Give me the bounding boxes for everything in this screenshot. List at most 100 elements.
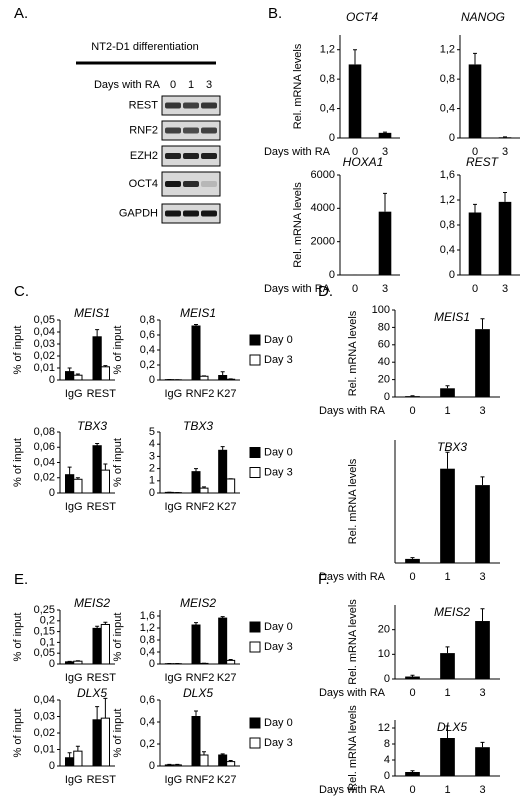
y-tick-label: 0 [384,770,390,782]
error-bar [95,442,100,446]
y-tick-label: 0 [449,132,455,144]
x-tick-label: REST [87,388,117,400]
error-bar [103,621,108,625]
bar [164,764,174,767]
error-bar [445,725,450,738]
y-axis-label: Rel. mRNA levels [347,705,359,791]
blot-band [165,127,181,134]
x-tick-label: K27 [217,388,237,400]
x-axis-label: Days with RA [319,405,386,417]
y-tick-label: 1,6 [140,610,155,622]
blot-protein: EZH2 [130,150,158,162]
y-axis-label: % of input [112,709,124,758]
x-tick-label: RNF2 [186,774,215,786]
bar [218,754,228,767]
bar [92,627,102,665]
y-axis-label: % of input [12,709,24,758]
x-tick-label: 0 [352,283,358,295]
x-tick-label: IgG [164,774,182,786]
x-tick-label: 1 [444,405,450,417]
y-tick-label: 1,6 [440,169,455,181]
error-bar [75,373,80,376]
y-tick-label: 0,2 [40,615,55,627]
y-tick-label: 0,03 [34,338,55,350]
x-tick-label: REST [87,672,117,684]
error-bar [194,324,198,326]
x-tick-label: 0 [409,571,415,583]
y-tick-label: 0,4 [140,646,155,658]
chart-title: MEIS2 [434,605,470,619]
blot-band [201,210,217,217]
x-tick-label: REST [87,774,117,786]
blot-protein: OCT4 [129,178,158,190]
y-tick-label: 8 [384,738,390,750]
x-tick-label: REST [87,501,117,513]
x-tick-label: RNF2 [186,388,215,400]
y-tick-label: 1,2 [440,194,455,206]
blot-band [183,181,199,187]
bar [65,661,75,665]
x-tick-label: K27 [217,501,237,513]
y-tick-label: 80 [378,321,390,333]
y-tick-label: 0,04 [34,326,55,338]
blot-title: NT2-D1 differentiation [91,41,198,53]
y-tick-label: 3 [149,450,155,462]
y-tick-label: 40 [378,356,390,368]
y-tick-label: 0,04 [34,456,55,468]
error-bar [194,468,198,472]
chart-title: MEIS1 [180,306,216,320]
x-tick-label: IgG [65,672,83,684]
error-bar [410,557,415,559]
blot-day: 1 [188,79,194,91]
bar [73,478,83,494]
panel-label: A. [14,5,28,22]
bar [440,468,455,563]
y-axis-label: % of input [12,438,24,487]
bar [405,772,420,776]
legend-label: Day 0 [264,717,293,729]
x-tick-label: RNF2 [186,672,215,684]
blot-band [183,153,199,159]
bar [199,487,209,494]
y-axis-label: % of input [112,438,124,487]
x-tick-label: IgG [65,774,83,786]
y-tick-label: 0,02 [34,350,55,362]
error-bar [228,659,233,661]
y-tick-label: 20 [378,624,390,636]
blot-band [165,210,181,217]
chart-title: TBX3 [437,440,467,454]
panel-label: E. [14,571,28,588]
x-tick-label: 0 [472,146,478,158]
x-axis-label: Days with RA [319,571,386,583]
blot-band [165,181,181,187]
bar [73,660,83,665]
y-tick-label: 0 [49,760,55,772]
bar [226,761,236,767]
y-tick-label: 0,8 [320,73,335,85]
blot-protein: GAPDH [119,207,158,219]
error-bar [473,52,477,65]
y-axis-label: % of input [112,613,124,662]
blot-band [183,102,199,109]
bar [73,374,83,381]
y-tick-label: 4 [149,438,155,450]
y-axis-label: % of input [12,613,24,662]
bar [475,747,490,776]
x-axis-label: Days with RA [264,146,331,158]
x-tick-label: 3 [382,283,388,295]
bar [218,617,228,665]
y-tick-label: 0,4 [140,344,155,356]
y-tick-label: 0,6 [140,694,155,706]
x-tick-label: IgG [65,501,83,513]
bar [440,653,455,679]
y-tick-label: 0 [149,374,155,386]
bar [440,388,455,397]
x-tick-label: 1 [444,571,450,583]
y-tick-label: 1,2 [440,44,455,56]
chart-title: DLX5 [437,720,467,734]
blot-protein: RNF2 [129,124,158,136]
y-tick-label: 0,2 [140,359,155,371]
y-tick-label: 0 [49,487,55,499]
blot-band [201,102,217,109]
